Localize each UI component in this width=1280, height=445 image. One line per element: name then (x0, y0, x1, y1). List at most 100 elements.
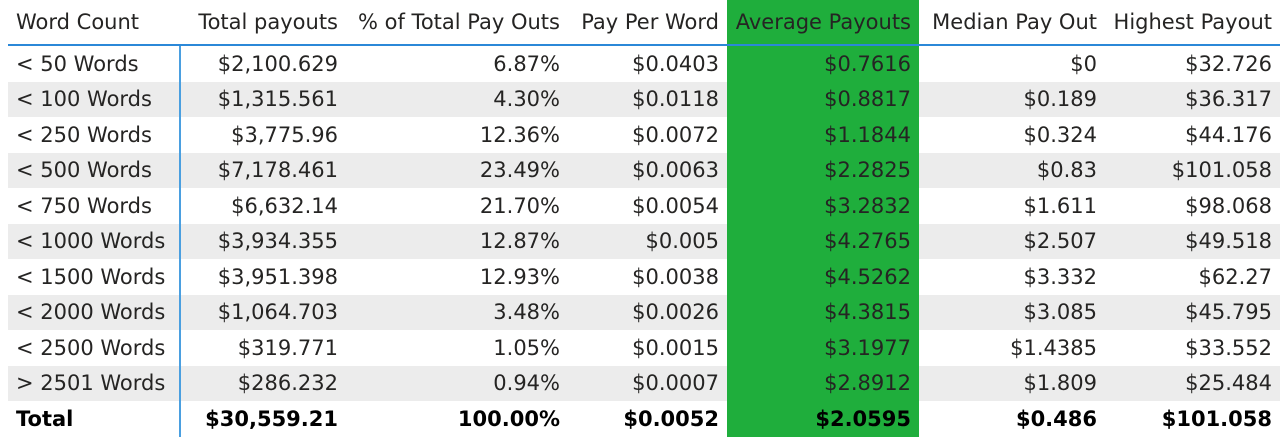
cell-median-pay-out: $1.611 (1023, 193, 1097, 218)
cell-total-payouts: $319.771 (237, 335, 338, 360)
cell-of-total-pay-outs: 21.70% (479, 193, 560, 218)
cell-pay-per-word: $0.0038 (632, 264, 719, 289)
cell-word-count: > 2501 Words (8, 365, 181, 401)
column-header-average-payouts[interactable]: Average Payouts (727, 0, 919, 46)
cell-of-total-pay-outs: 1.05% (493, 335, 560, 360)
cell-average-payouts: $3.2832 (727, 188, 919, 224)
header-row: Word Count Total payouts% of Total Pay Ou… (8, 0, 1280, 46)
cell-of-total-pay-outs: 6.87% (493, 51, 560, 76)
column-header-word-count[interactable]: Word Count (8, 0, 180, 46)
cell-pay-per-word: $0.0072 (632, 122, 719, 147)
cell-of-total-pay-outs: 3.48% (346, 294, 568, 330)
cell-highest-payout: $49.518 (1105, 223, 1280, 259)
column-header-total-payouts[interactable]: Total payouts (180, 0, 346, 46)
table-row: < 50 Words $2,100.629 6.87% $0.0403 $0.7616 $… (8, 45, 1280, 82)
cell-pay-per-word: $0.0026 (568, 294, 727, 330)
cell-median-pay-out: $0.83 (919, 152, 1105, 188)
cell-total-payouts: $7,178.461 (180, 152, 346, 188)
table-row: < 100 Words $1,315.561 4.30% $0.0118 $0.8817… (8, 81, 1280, 117)
cell-total-payouts: $3,775.96 (231, 122, 338, 147)
cell-pay-per-word: $0.0063 (568, 152, 727, 188)
column-header-pay-per-word[interactable]: Pay Per Word (568, 0, 727, 46)
cell-of-total-pay-outs: 4.30% (346, 81, 568, 117)
table-footer: Total $30,559.21 100.00% $0.0052 $2.0595 $0.4… (8, 401, 1280, 437)
cell-pay-per-word: $0.0403 (632, 51, 719, 76)
cell-total-payouts: $1,064.703 (180, 294, 346, 330)
cell-total-payouts: $6,632.14 (231, 193, 338, 218)
cell-highest-payout: $101.058 (1105, 152, 1280, 188)
payout-table: Word Count Total payouts% of Total Pay Ou… (8, 0, 1280, 437)
cell-word-count: < 500 Words (8, 152, 181, 188)
cell-of-total-pay-outs: 12.87% (346, 223, 568, 259)
cell-median-pay-out: $2.507 (919, 223, 1105, 259)
cell-pay-per-word: $0.0118 (568, 81, 727, 117)
cell-highest-payout: $45.795 (1105, 294, 1280, 330)
cell-median-pay-out: $1.809 (919, 365, 1105, 401)
total-cell-word-count: Total (8, 401, 181, 437)
cell-highest-payout: $98.068 (1185, 193, 1272, 218)
table-row: < 750 Words $6,632.14 21.70% $0.0054 $3.2832… (8, 188, 1280, 224)
cell-highest-payout: $25.484 (1105, 365, 1280, 401)
cell-average-payouts: $2.2825 (727, 152, 919, 188)
cell-median-pay-out: $3.332 (1023, 264, 1097, 289)
cell-of-total-pay-outs: 12.93% (479, 264, 560, 289)
cell-word-count: < 250 Words (8, 117, 181, 153)
cell-average-payouts: $3.1977 (727, 330, 919, 366)
cell-average-payouts: $4.2765 (727, 223, 919, 259)
cell-of-total-pay-outs: 23.49% (346, 152, 568, 188)
cell-highest-payout: $33.552 (1185, 335, 1272, 360)
cell-pay-per-word: $0.005 (568, 223, 727, 259)
cell-word-count: < 2500 Words (8, 330, 181, 366)
cell-total-payouts: $2,100.629 (217, 51, 338, 76)
cell-average-payouts: $1.1844 (727, 117, 919, 153)
cell-highest-payout: $36.317 (1105, 81, 1280, 117)
cell-highest-payout: $32.726 (1185, 51, 1272, 76)
cell-of-total-pay-outs: 12.36% (479, 122, 560, 147)
table-body: < 50 Words $2,100.629 6.87% $0.0403 $0.7616 $… (8, 45, 1280, 401)
cell-pay-per-word: $0.0015 (632, 335, 719, 360)
total-cell-highest-payout: $101.058 (1161, 407, 1272, 431)
cell-total-payouts: $3,951.398 (217, 264, 338, 289)
column-header-median-pay-out[interactable]: Median Pay Out (919, 0, 1105, 46)
cell-highest-payout: $62.27 (1198, 264, 1272, 289)
cell-median-pay-out: $1.4385 (1010, 335, 1097, 360)
cell-of-total-pay-outs: 0.94% (346, 365, 568, 401)
table-row: < 1500 Words $3,951.398 12.93% $0.0038 $4.52… (8, 259, 1280, 295)
cell-total-payouts: $286.232 (180, 365, 346, 401)
total-cell-median-pay-out: $0.486 (1015, 407, 1097, 431)
cell-word-count: < 50 Words (8, 45, 181, 82)
cell-average-payouts: $0.7616 (727, 45, 919, 82)
total-cell-of-total-pay-outs: 100.00% (457, 407, 560, 431)
cell-highest-payout: $44.176 (1185, 122, 1272, 147)
cell-word-count: < 1500 Words (8, 259, 181, 295)
cell-median-pay-out: $0.189 (919, 81, 1105, 117)
cell-word-count: < 1000 Words (8, 223, 181, 259)
cell-average-payouts: $4.3815 (727, 294, 919, 330)
cell-average-payouts: $0.8817 (727, 81, 919, 117)
cell-average-payouts: $2.8912 (727, 365, 919, 401)
cell-average-payouts: $4.5262 (727, 259, 919, 295)
total-cell-pay-per-word: $0.0052 (623, 407, 719, 431)
cell-pay-per-word: $0.0054 (632, 193, 719, 218)
cell-pay-per-word: $0.0007 (568, 365, 727, 401)
cell-median-pay-out: $0.324 (1023, 122, 1097, 147)
table-row: < 2500 Words $319.771 1.05% $0.0015 $3.1977 $… (8, 330, 1280, 366)
total-cell-average-payouts: $2.0595 (727, 401, 919, 437)
cell-total-payouts: $1,315.561 (180, 81, 346, 117)
column-header-highest-payout[interactable]: Highest Payout (1105, 0, 1280, 46)
total-row: Total $30,559.21 100.00% $0.0052 $2.0595 $0.4… (8, 401, 1280, 437)
table-row: < 1000 Words $3,934.355 12.87% $0.005 $4.276… (8, 223, 1280, 259)
table-row: > 2501 Words $286.232 0.94% $0.0007 $2.8912 $… (8, 365, 1280, 401)
table-row: < 500 Words $7,178.461 23.49% $0.0063 $2.282… (8, 152, 1280, 188)
cell-word-count: < 100 Words (8, 81, 181, 117)
total-cell-total-payouts: $30,559.21 (205, 407, 338, 431)
cell-word-count: < 750 Words (8, 188, 181, 224)
table-row: < 250 Words $3,775.96 12.36% $0.0072 $1.1844… (8, 117, 1280, 153)
cell-word-count: < 2000 Words (8, 294, 181, 330)
table-row: < 2000 Words $1,064.703 3.48% $0.0026 $4.381… (8, 294, 1280, 330)
cell-median-pay-out: $3.085 (919, 294, 1105, 330)
cell-median-pay-out: $0 (1070, 51, 1097, 76)
cell-total-payouts: $3,934.355 (180, 223, 346, 259)
column-header-of-total-pay-outs[interactable]: % of Total Pay Outs (346, 0, 568, 46)
